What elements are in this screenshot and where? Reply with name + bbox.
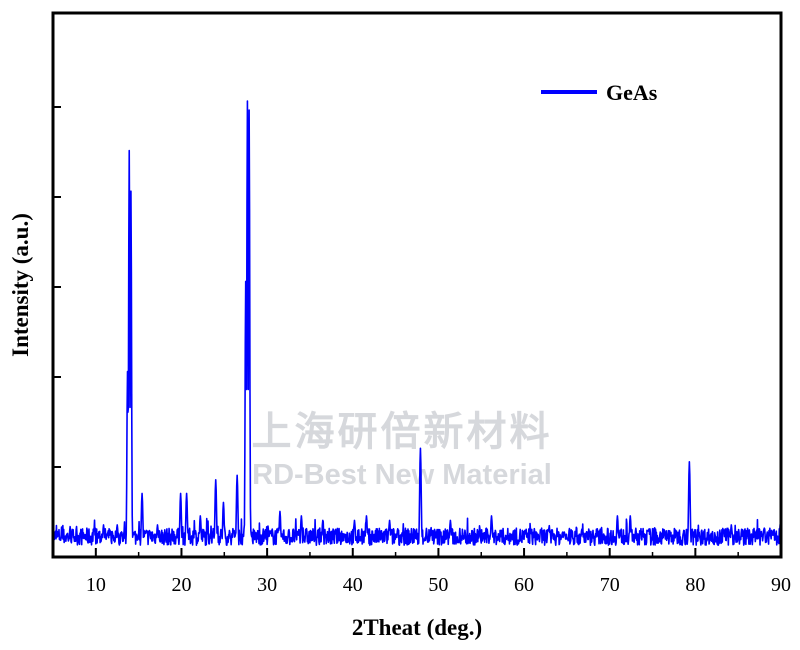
x-tick-label: 50 — [428, 574, 448, 596]
x-axis-title: 2Theat (deg.) — [352, 615, 482, 640]
x-tick-label: 60 — [514, 574, 534, 596]
x-tick-label: 40 — [343, 574, 363, 596]
x-tick-label: 20 — [171, 574, 191, 596]
watermark-chinese: 上海研倍新材料 — [252, 410, 553, 454]
watermark: 上海研倍新材料 RD-Best New Material — [252, 410, 553, 491]
x-tick-labels: 10 20 30 40 50 60 70 80 90 — [86, 574, 791, 596]
plot-frame — [51, 11, 783, 559]
x-tick-label: 10 — [86, 574, 106, 596]
axis-ticks — [52, 106, 739, 557]
x-tick-label: 90 — [771, 574, 791, 596]
x-tick-label: 30 — [257, 574, 277, 596]
x-tick-label: 80 — [685, 574, 705, 596]
y-axis-title: Intensity (a.u.) — [8, 213, 33, 357]
legend: GeAs — [541, 80, 658, 105]
series-line-geas — [52, 100, 782, 547]
watermark-english: RD-Best New Material — [252, 459, 552, 491]
x-tick-label: 70 — [600, 574, 620, 596]
legend-label-geas: GeAs — [606, 80, 658, 105]
